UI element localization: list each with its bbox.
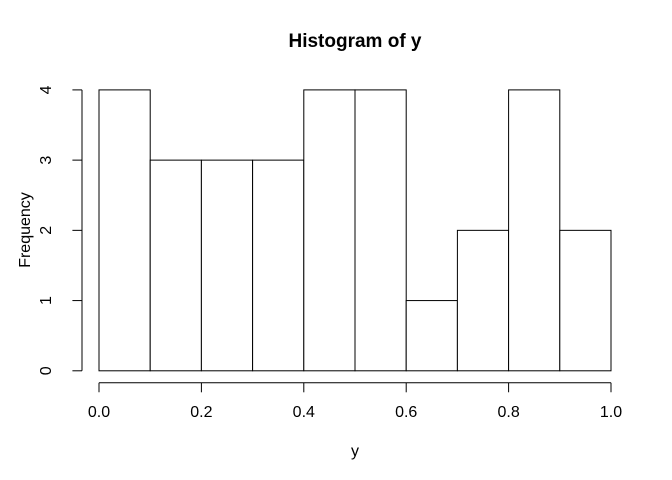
y-tick-label: 1 [38,296,55,305]
x-tick-label: 0.6 [395,404,417,421]
histogram-bar [98,89,151,372]
bars-group [98,89,612,372]
histogram-bar [559,229,612,372]
histogram-bar [456,229,510,372]
x-tick-label: 0.4 [293,404,315,421]
x-axis: 0.0 0.2 0.4 0.6 0.8 1.0 [88,382,622,421]
y-tick-label: 0 [38,366,55,375]
y-axis: 0 1 2 3 4 [38,85,83,375]
y-tick-label: 2 [38,226,55,235]
histogram-bar [200,159,254,372]
y-tick-label: 3 [38,156,55,165]
histogram-bar [405,300,458,372]
x-tick-label: 0.2 [190,404,212,421]
y-tick-label: 4 [38,85,55,94]
x-tick-label: 1.0 [600,404,622,421]
x-tick-label: 0.8 [497,404,519,421]
histogram-bar [252,159,305,372]
x-axis-label: y [351,443,359,460]
histogram-bar [303,89,356,372]
x-tick-label: 0.0 [88,404,110,421]
y-axis-label: Frequency [17,192,34,268]
histogram-bar [149,159,202,372]
histogram-bar [354,89,407,372]
histogram-bar [508,89,561,372]
chart-title: Histogram of y [288,31,421,52]
